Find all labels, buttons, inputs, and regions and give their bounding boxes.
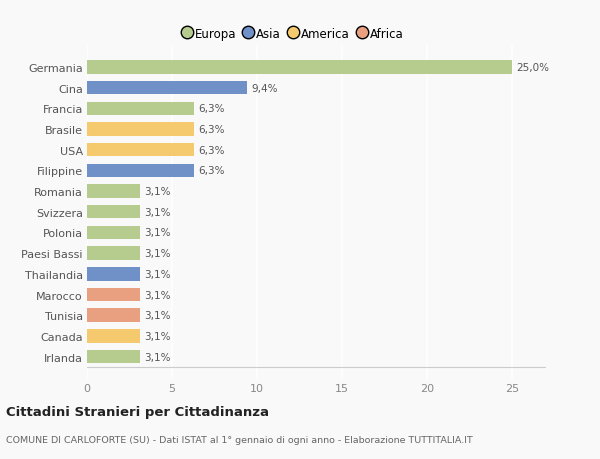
Bar bbox=[87, 268, 140, 281]
Text: Cittadini Stranieri per Cittadinanza: Cittadini Stranieri per Cittadinanza bbox=[6, 405, 269, 419]
Bar bbox=[87, 123, 194, 136]
Text: 3,1%: 3,1% bbox=[144, 249, 170, 258]
Bar bbox=[87, 61, 512, 74]
Text: 3,1%: 3,1% bbox=[144, 207, 170, 217]
Text: 6,3%: 6,3% bbox=[199, 146, 225, 155]
Bar bbox=[87, 288, 140, 302]
Text: 3,1%: 3,1% bbox=[144, 187, 170, 196]
Bar bbox=[87, 185, 140, 198]
Bar bbox=[87, 226, 140, 240]
Bar bbox=[87, 247, 140, 260]
Bar bbox=[87, 206, 140, 219]
Text: 3,1%: 3,1% bbox=[144, 290, 170, 300]
Text: 3,1%: 3,1% bbox=[144, 331, 170, 341]
Bar bbox=[87, 164, 194, 178]
Legend: Europa, Asia, America, Africa: Europa, Asia, America, Africa bbox=[181, 25, 406, 43]
Text: 9,4%: 9,4% bbox=[251, 84, 278, 93]
Bar bbox=[87, 350, 140, 364]
Text: 3,1%: 3,1% bbox=[144, 228, 170, 238]
Text: 3,1%: 3,1% bbox=[144, 269, 170, 279]
Text: 3,1%: 3,1% bbox=[144, 352, 170, 362]
Text: 6,3%: 6,3% bbox=[199, 104, 225, 114]
Text: 3,1%: 3,1% bbox=[144, 311, 170, 320]
Text: COMUNE DI CARLOFORTE (SU) - Dati ISTAT al 1° gennaio di ogni anno - Elaborazione: COMUNE DI CARLOFORTE (SU) - Dati ISTAT a… bbox=[6, 435, 473, 443]
Bar bbox=[87, 102, 194, 116]
Bar bbox=[87, 309, 140, 322]
Bar bbox=[87, 330, 140, 343]
Text: 6,3%: 6,3% bbox=[199, 166, 225, 176]
Text: 6,3%: 6,3% bbox=[199, 125, 225, 134]
Text: 25,0%: 25,0% bbox=[516, 63, 549, 73]
Bar bbox=[87, 82, 247, 95]
Bar bbox=[87, 144, 194, 157]
